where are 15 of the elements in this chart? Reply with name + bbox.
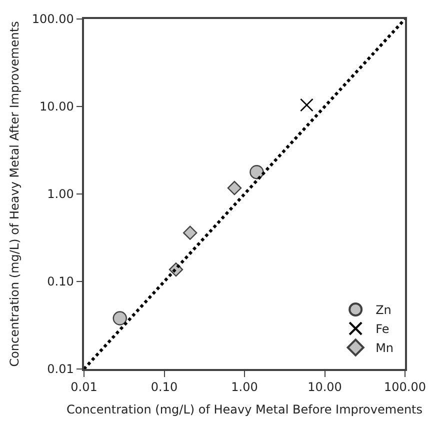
y-tick-label: 10.00	[39, 100, 74, 114]
y-tick-label: 0.10	[47, 274, 74, 289]
y-tick-label: 0.01	[47, 362, 74, 376]
x-tick-label: 10.00	[308, 380, 342, 394]
legend-label: Fe	[376, 322, 390, 336]
y-tick-label: 1.00	[47, 187, 74, 202]
legend-label: Zn	[376, 303, 392, 318]
x-tick-label: 0.01	[70, 380, 98, 394]
x-tick-label: 0.10	[150, 380, 178, 394]
legend-label: Mn	[376, 341, 394, 356]
y-tick-label: 100.00	[32, 12, 74, 26]
x-tick-label: 1.00	[231, 380, 258, 394]
y-axis-title: Concentration (mg/L) of Heavy Metal After Improvements	[8, 21, 22, 367]
x-tick-label: 100.00	[384, 380, 426, 394]
x-axis-title: Concentration (mg/L) of Heavy Metal Before Improvements	[66, 402, 423, 417]
